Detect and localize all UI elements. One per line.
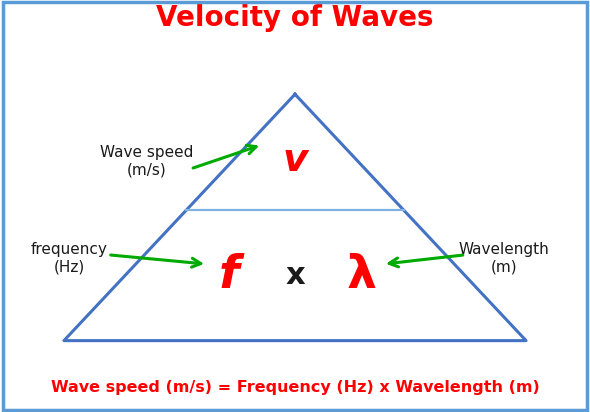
Text: λ: λ — [346, 253, 376, 298]
Text: Wave speed
(m/s): Wave speed (m/s) — [100, 145, 193, 178]
Text: Wavelength
(m): Wavelength (m) — [458, 242, 549, 275]
Text: v: v — [282, 140, 308, 179]
Text: f: f — [219, 253, 239, 298]
Text: x: x — [285, 261, 305, 290]
Text: Wave speed (m/s) = Frequency (Hz) x Wavelength (m): Wave speed (m/s) = Frequency (Hz) x Wave… — [51, 380, 539, 395]
Title: Velocity of Waves: Velocity of Waves — [156, 4, 434, 32]
Text: frequency
(Hz): frequency (Hz) — [31, 242, 108, 275]
